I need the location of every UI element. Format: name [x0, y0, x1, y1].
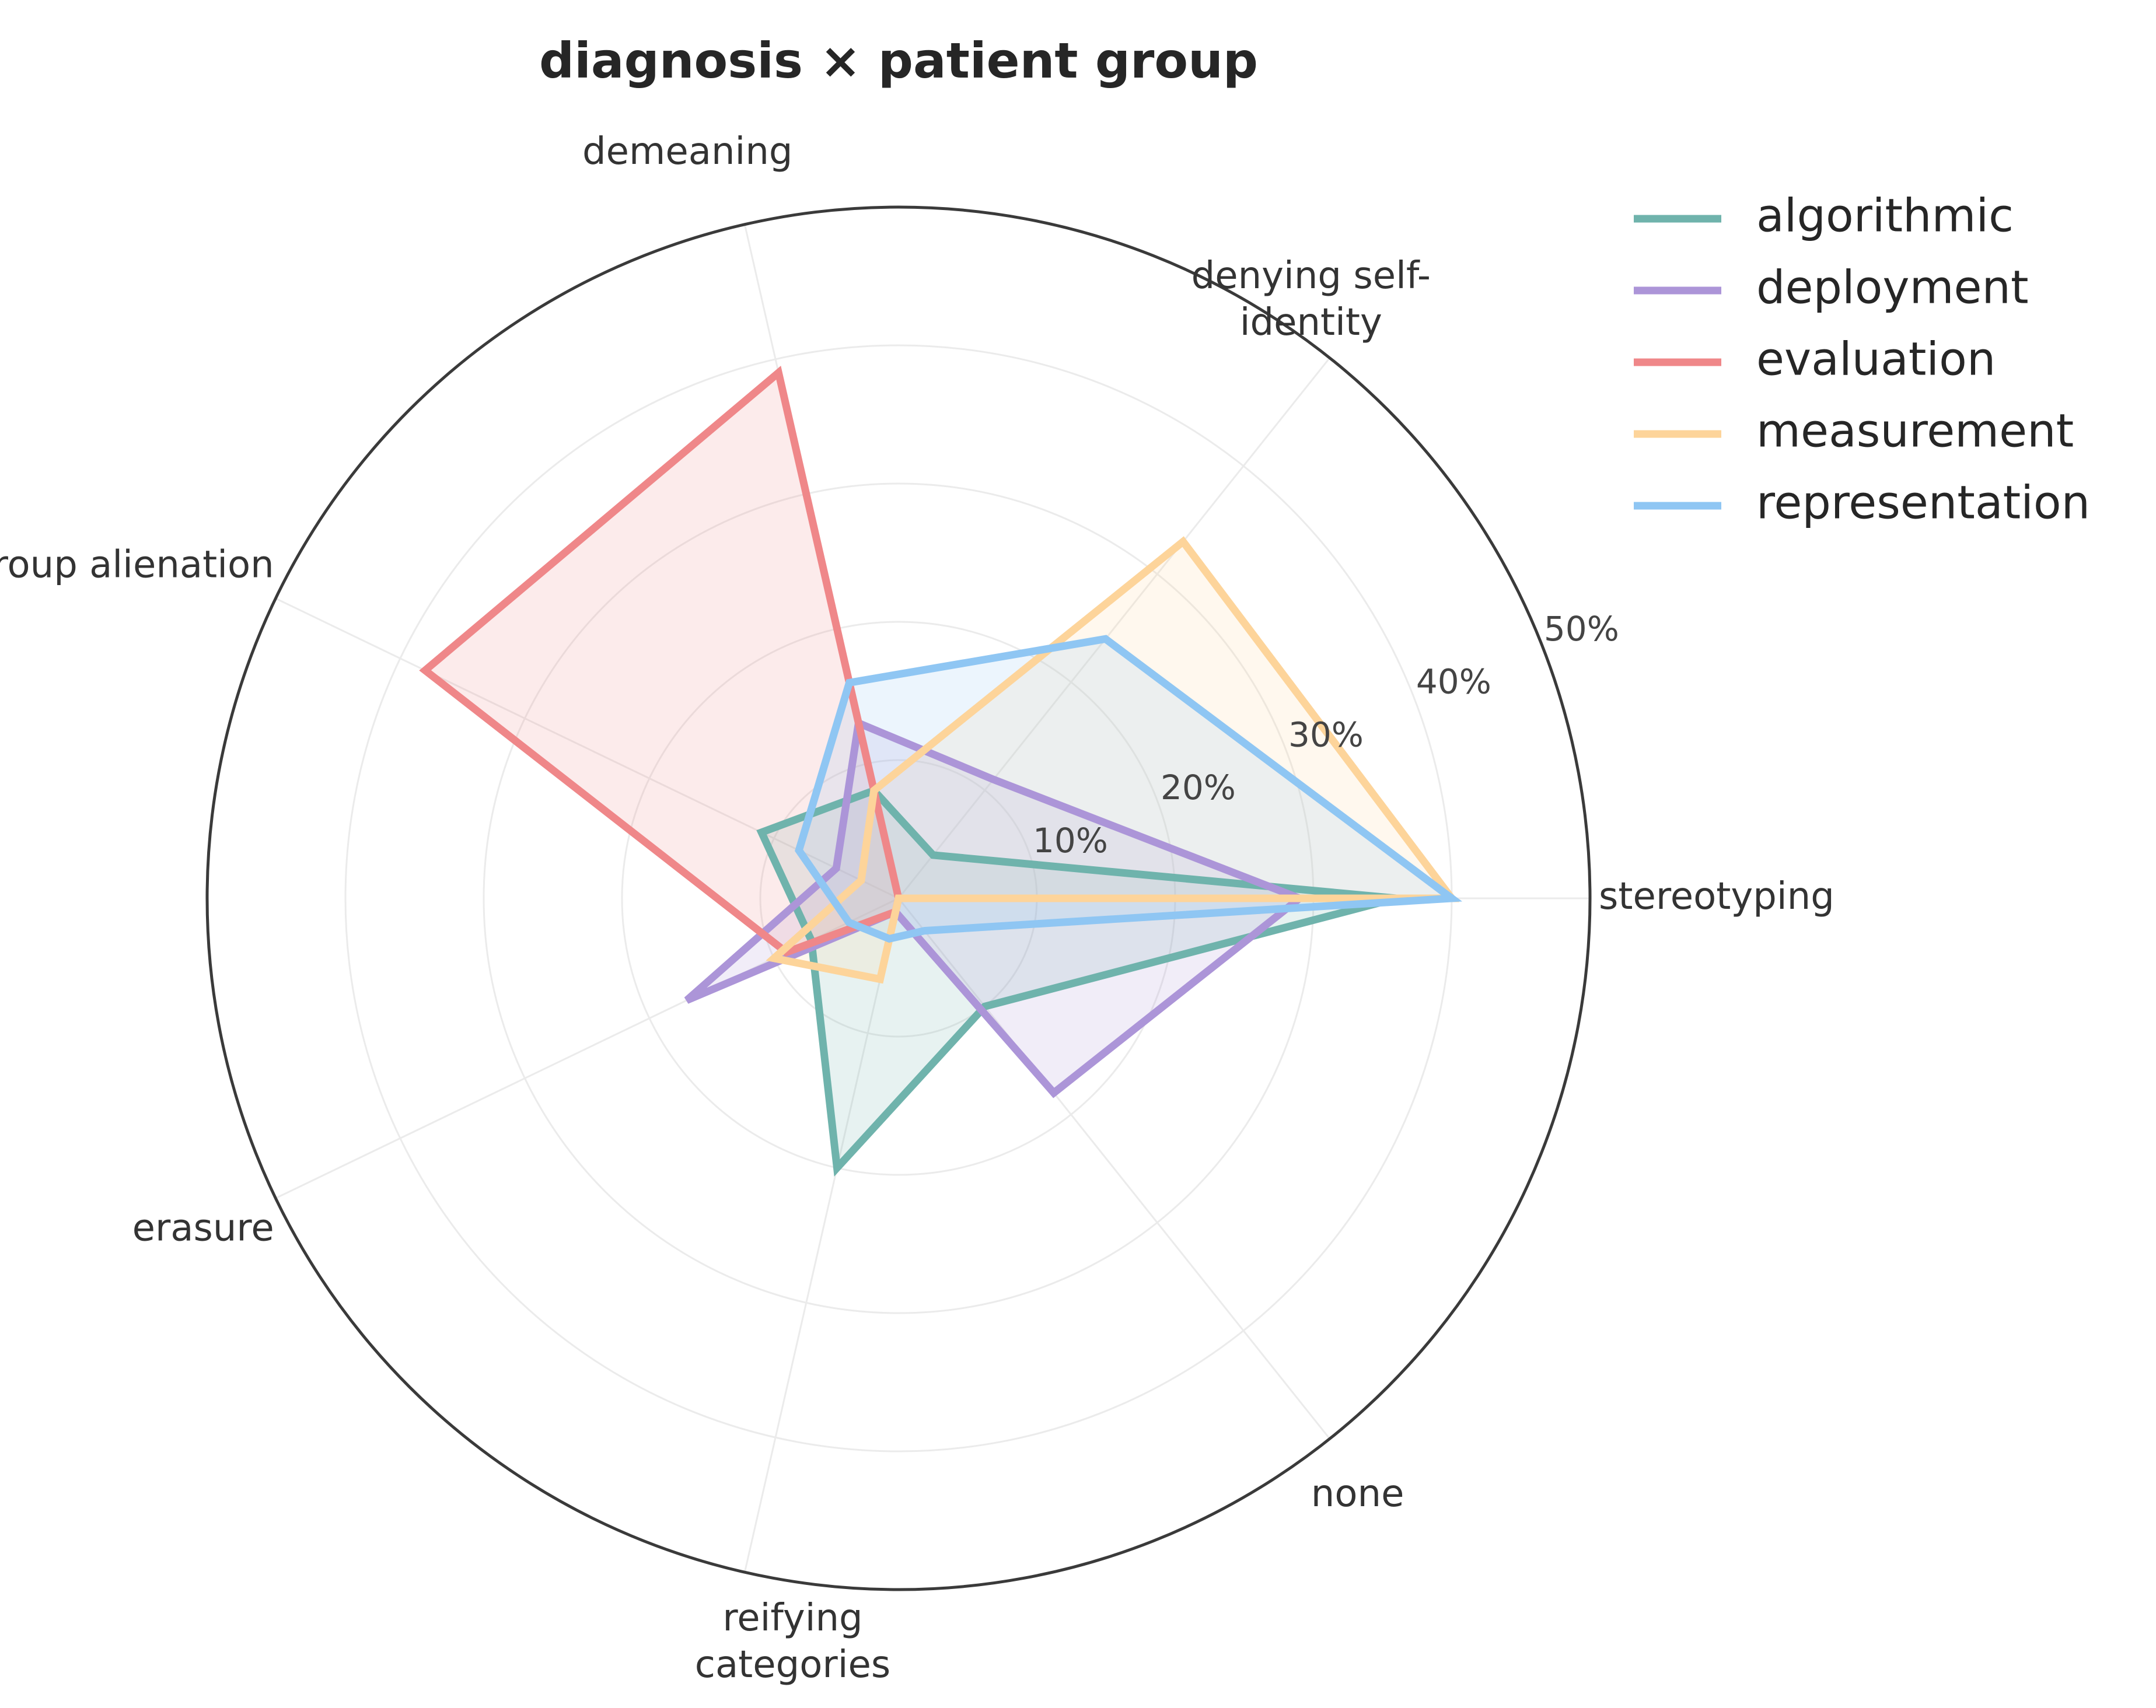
- legend-label-representation: representation: [1756, 477, 2090, 529]
- radial-tick-labels: 10% 20% 30% 40% 50%: [1033, 609, 1619, 860]
- grid-spoke-3: [275, 597, 899, 900]
- axis-label-2: demeaning: [582, 130, 792, 173]
- series-line-algorithmic: [756, 786, 1397, 1177]
- series-fill-representation: [799, 639, 1452, 939]
- legend-label-measurement: measurement: [1756, 405, 2074, 457]
- axis-label-3: group alienation: [0, 543, 274, 586]
- axis-label-4: erasure: [132, 1206, 274, 1250]
- r-tick-label: 50%: [1544, 609, 1619, 649]
- series-fill-measurement: [774, 541, 1452, 979]
- grid-spoke-5: [743, 898, 900, 1573]
- series-fill-deployment: [687, 723, 1300, 1093]
- legend-label-deployment: deployment: [1756, 261, 2029, 314]
- r-tick-label: 20%: [1161, 768, 1236, 807]
- r-tick-label: 40%: [1416, 662, 1491, 702]
- legend: algorithmic deployment evaluation measureme…: [1634, 190, 2090, 529]
- legend-label-evaluation: evaluation: [1756, 333, 1996, 386]
- axis-labels: stereotyping denying self-identity demeani…: [0, 130, 1834, 1686]
- axis-label-6: none: [1311, 1472, 1404, 1516]
- series-line-measurement: [766, 536, 1460, 984]
- series-fills: [425, 372, 1452, 1168]
- chart-title: diagnosis × patient group: [539, 32, 1259, 89]
- outer-frame: [205, 205, 1592, 1591]
- r-tick-label: 30%: [1288, 715, 1364, 754]
- grid-spoke-6: [897, 898, 1331, 1440]
- series-lines: [419, 366, 1463, 1177]
- series-line-representation: [795, 635, 1463, 943]
- r-tick-label: 10%: [1033, 821, 1108, 860]
- grid-spoke-1: [897, 357, 1331, 899]
- axis-label-1: denying self-identity: [1191, 254, 1431, 344]
- axis-label-0: stereotyping: [1599, 875, 1834, 918]
- legend-label-algorithmic: algorithmic: [1756, 190, 2014, 242]
- axis-label-5: reifying categories: [695, 1597, 890, 1686]
